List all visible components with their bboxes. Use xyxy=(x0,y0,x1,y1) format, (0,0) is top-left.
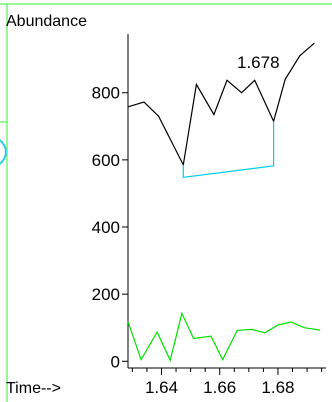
peak-annotation: 1.678 xyxy=(237,53,280,72)
x-axis-label: Time--> xyxy=(6,380,61,397)
baseline-line xyxy=(182,121,275,178)
secondary-trace-line xyxy=(127,311,321,363)
frame-left-arc xyxy=(0,139,7,165)
y-axis-label: Abundance xyxy=(6,13,87,30)
x-tick-label: 1.64 xyxy=(145,378,178,397)
main-trace-line xyxy=(127,42,315,167)
y-tick-label: 400 xyxy=(92,218,120,237)
y-tick-label: 200 xyxy=(92,285,120,304)
y-tick-label: 800 xyxy=(92,84,120,103)
x-tick-label: 1.68 xyxy=(261,378,294,397)
y-tick-label: 600 xyxy=(92,151,120,170)
y-tick-label: 0 xyxy=(111,352,120,371)
x-tick-label: 1.66 xyxy=(203,378,236,397)
